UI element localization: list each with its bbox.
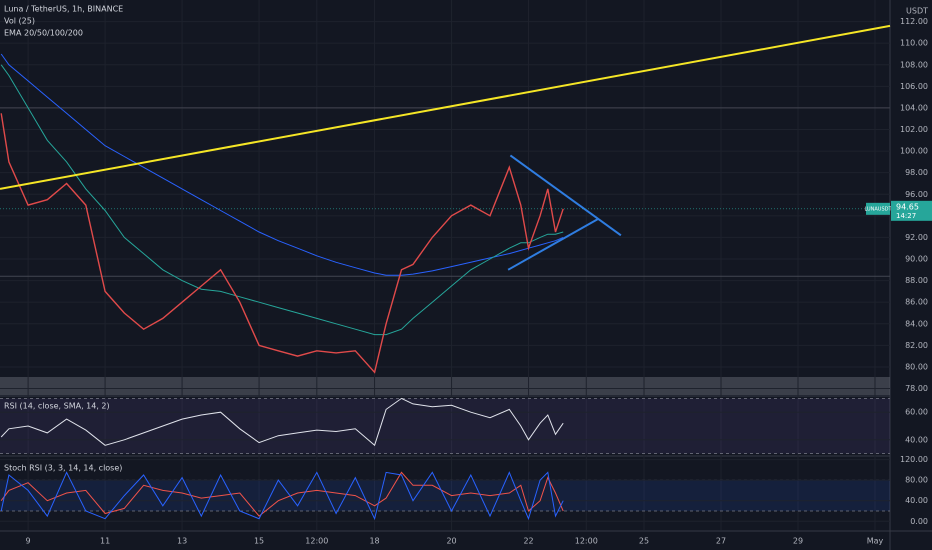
y-tick-label: 40.00 (905, 435, 928, 444)
y-tick-label: 102.00 (900, 125, 928, 134)
y-tick-label: 78.00 (905, 384, 928, 393)
y-tick-label: 96.00 (905, 190, 928, 199)
x-tick-label: 11 (100, 537, 110, 546)
series-line (0, 113, 564, 374)
volume-band (0, 377, 890, 395)
y-tick-label: 110.00 (900, 39, 928, 48)
x-tick-label: May (867, 537, 884, 546)
series-line (0, 471, 564, 521)
y-tick-label: 88.00 (905, 276, 928, 285)
x-tick-label: 22 (523, 537, 533, 546)
x-tick-label: 15 (254, 537, 264, 546)
indicator-label: EMA 20/50/100/200 (4, 29, 83, 38)
y-tick-label: 90.00 (905, 255, 928, 264)
y-tick-label: 120.00 (900, 455, 928, 464)
series-line (0, 64, 564, 336)
series-line (0, 471, 564, 517)
x-tick-label: 18 (369, 537, 379, 546)
indicator-band (0, 480, 890, 511)
indicator-band (0, 398, 890, 454)
y-tick-label: 100.00 (900, 147, 928, 156)
x-tick-label: 12:00 (305, 537, 328, 546)
y-tick-label: 40.00 (905, 496, 928, 505)
series-line (0, 53, 564, 276)
symbol-label: LUNAUSDT (864, 206, 892, 212)
x-tick-label: 9 (26, 537, 31, 546)
series-line (0, 397, 564, 447)
x-tick-label: 12:00 (575, 537, 598, 546)
chart-title: Luna / TetherUS, 1h, BINANCE (4, 5, 123, 14)
x-tick-label: 20 (446, 537, 456, 546)
indicator-label: RSI (14, close, SMA, 14, 2) (4, 402, 110, 411)
trend-line (0, 24, 891, 190)
y-tick-label: 106.00 (900, 82, 928, 91)
indicator-label: Stoch RSI (3, 3, 14, 14, close) (4, 464, 122, 473)
y-tick-label: 86.00 (905, 298, 928, 307)
x-tick-label: 29 (793, 537, 803, 546)
y-tick-label: 82.00 (905, 341, 928, 350)
x-tick-label: 27 (716, 537, 726, 546)
price-badge (891, 200, 932, 221)
y-tick-label: 60.00 (905, 408, 928, 417)
indicator-label: Vol (25) (4, 17, 35, 26)
y-tick-label: 104.00 (900, 103, 928, 112)
x-tick-label: 13 (177, 537, 187, 546)
y-tick-label: 80.00 (905, 362, 928, 371)
axis-unit: USDT (906, 7, 928, 16)
y-tick-label: 112.00 (900, 17, 928, 26)
trend-line (509, 154, 622, 237)
y-tick-label: 84.00 (905, 319, 928, 328)
y-tick-label: 98.00 (905, 168, 928, 177)
y-tick-label: 80.00 (905, 476, 928, 485)
y-tick-label: 108.00 (900, 60, 928, 69)
y-tick-label: 0.00 (910, 517, 928, 526)
x-tick-label: 25 (639, 537, 649, 546)
symbol-badge (866, 202, 890, 215)
last-price-label: 94.65 (896, 202, 919, 211)
trend-line (507, 218, 599, 271)
countdown-label: 14:27 (896, 212, 916, 220)
y-tick-label: 92.00 (905, 233, 928, 242)
